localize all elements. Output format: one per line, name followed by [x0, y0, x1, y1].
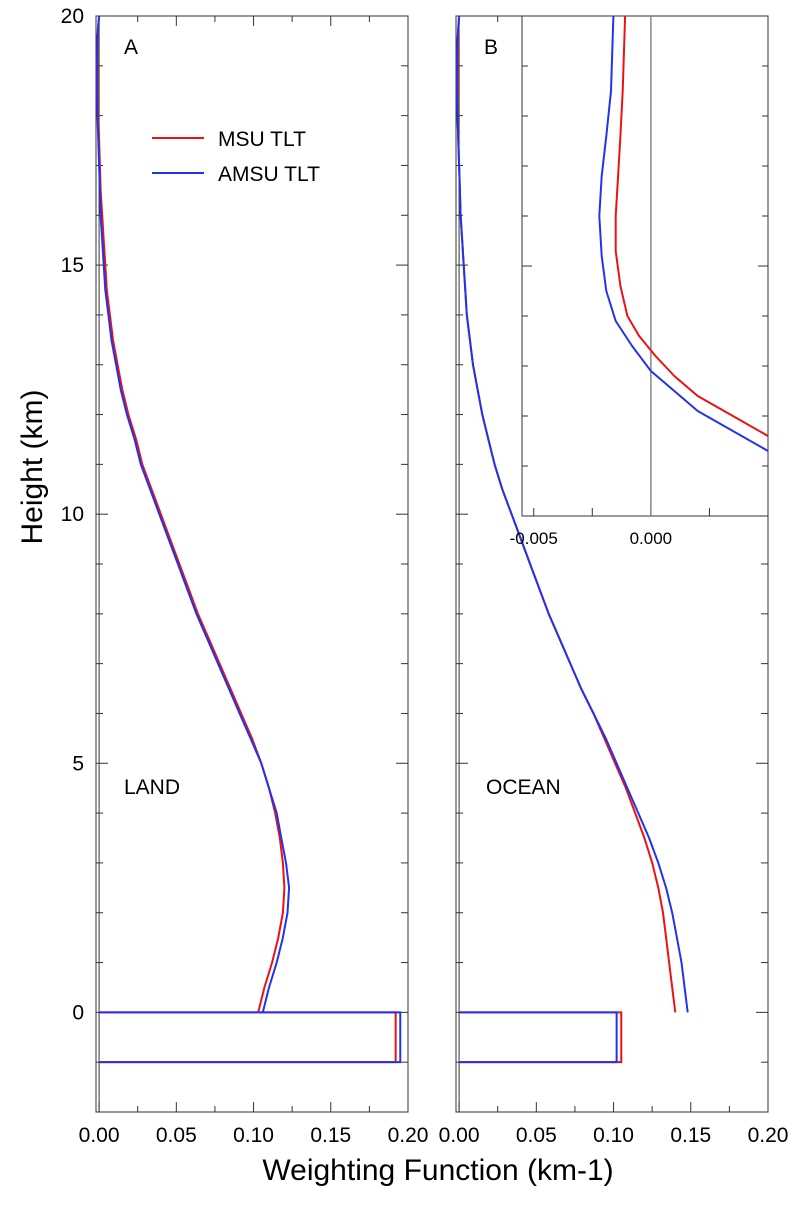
- panel-letter: A: [124, 36, 138, 59]
- surface-box-amsu: [459, 1011, 618, 1064]
- y-tick-label: 10: [61, 503, 84, 526]
- surface-label: OCEAN: [486, 776, 561, 799]
- x-tick-label: 0.05: [516, 1124, 557, 1147]
- inset-x-tick-label: -0.005: [510, 529, 558, 548]
- legend-label-amsu: AMSU TLT: [218, 163, 320, 186]
- surface-box-amsu: [99, 1011, 402, 1064]
- y-tick-label: 20: [61, 5, 84, 28]
- y-tick-label: 15: [61, 254, 84, 277]
- inset-series-line-amsu: [598, 15, 769, 452]
- x-tick-label: 0.05: [156, 1124, 197, 1147]
- series-line-amsu: [455, 15, 689, 1013]
- x-tick-label: 0.10: [233, 1124, 274, 1147]
- panel-b: 0.00 0.05 0.10 0.15 0.20 B OCEAN -0.005 0.000: [439, 15, 789, 1147]
- y-axis-label: Height (km): [16, 389, 49, 544]
- x-axis-label: Weighting Function (km-1): [262, 1154, 613, 1187]
- surface-box-msu: [459, 1011, 623, 1064]
- x-tick-label: 0.10: [593, 1124, 634, 1147]
- surface-label: LAND: [124, 776, 180, 799]
- x-tick-label: 0.15: [670, 1124, 711, 1147]
- legend-label-msu: MSU TLT: [218, 128, 306, 151]
- y-tick-label: 5: [72, 752, 84, 775]
- y-tick-label: 0: [72, 1001, 84, 1024]
- legend: MSU TLT AMSU TLT: [152, 128, 320, 186]
- x-tick-label: 0.15: [310, 1124, 351, 1147]
- inset-plot: -0.005 0.000: [510, 15, 769, 548]
- x-tick-label: 0.00: [439, 1124, 480, 1147]
- inset-frame: [521, 15, 769, 517]
- series-line-amsu: [95, 15, 291, 1013]
- inset-x-tick-label: 0.000: [630, 529, 673, 548]
- inset-series-line-msu: [614, 15, 769, 437]
- x-tick-label: 0.00: [79, 1124, 120, 1147]
- panel-letter: B: [484, 36, 498, 59]
- x-tick-label: 0.20: [388, 1124, 429, 1147]
- panel-a: 0.00 0.05 0.10 0.15 0.20 0 5 10 15 20 A LAND: [61, 5, 429, 1147]
- x-tick-label: 0.20: [748, 1124, 789, 1147]
- surface-box-msu: [99, 1011, 397, 1064]
